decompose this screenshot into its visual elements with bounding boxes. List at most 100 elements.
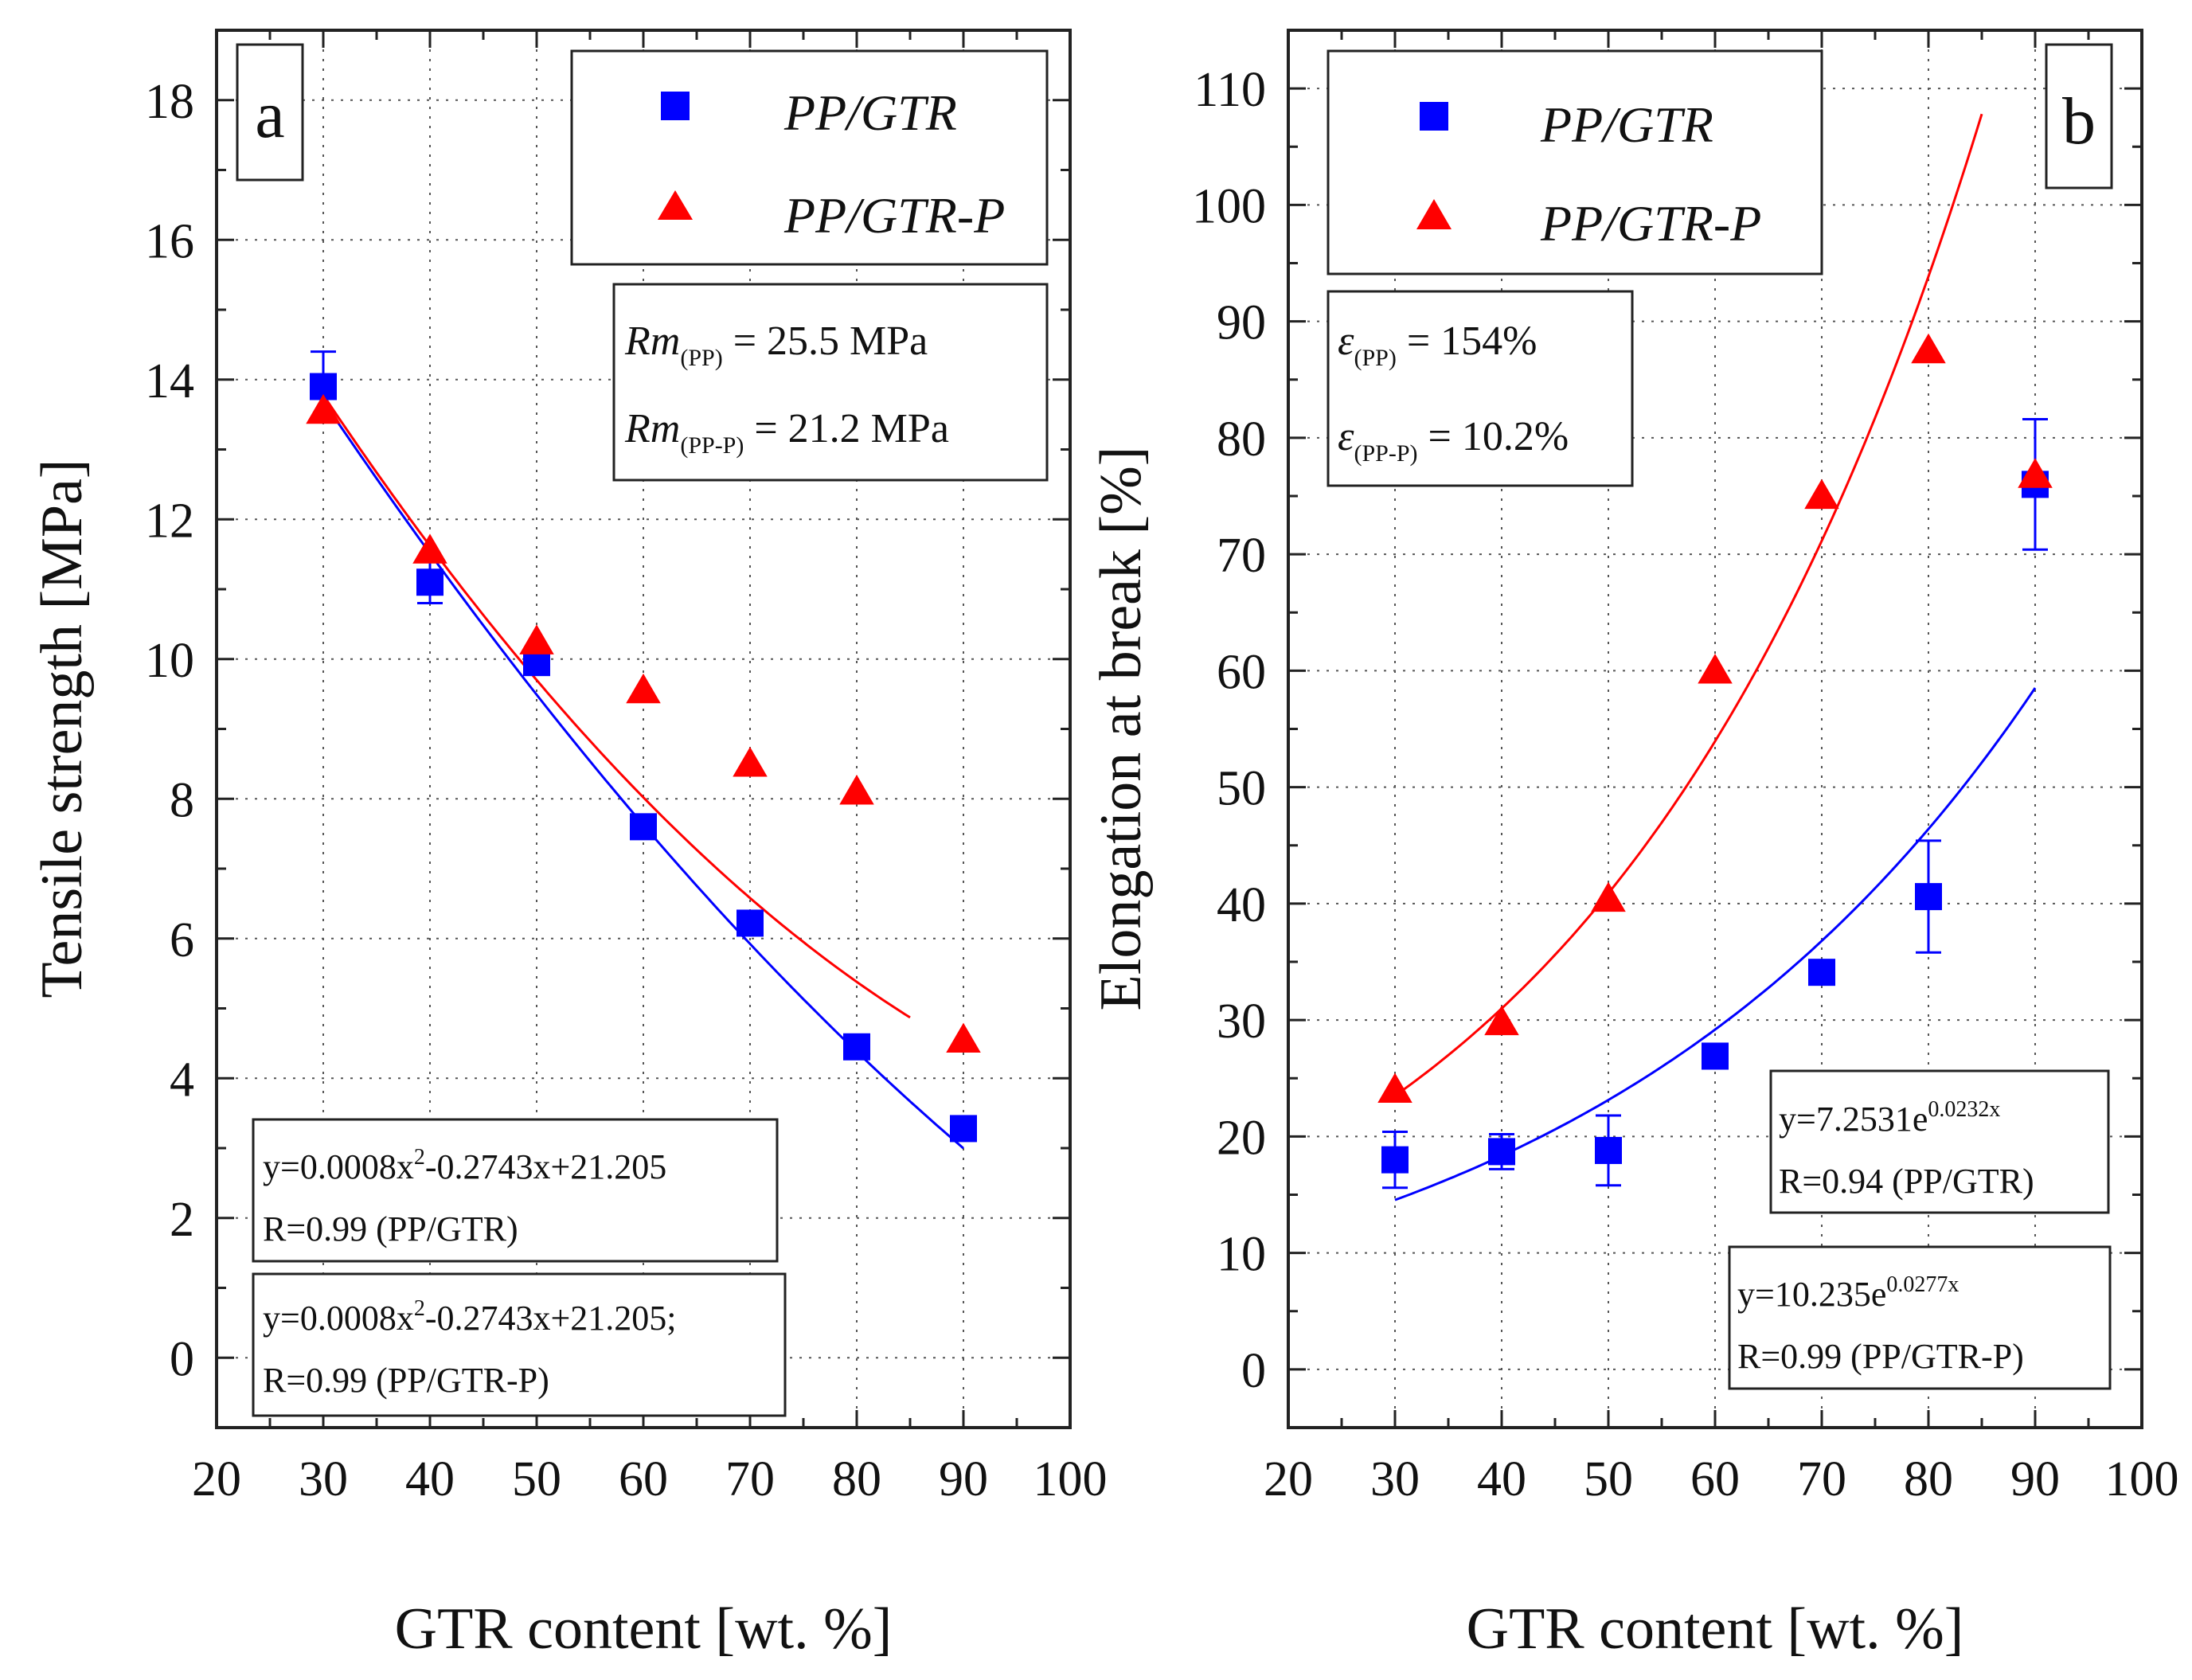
x-tick-label: 80 bbox=[832, 1452, 881, 1506]
y-tick-label: 100 bbox=[1192, 179, 1266, 233]
data-point-pp-gtr-p bbox=[412, 533, 447, 564]
panel-a-equation-frame-1 bbox=[252, 1118, 779, 1263]
panel-a-equation-frame-2 bbox=[252, 1272, 787, 1417]
data-point-pp-gtr bbox=[1808, 959, 1835, 987]
panel-b-data-marks bbox=[1377, 333, 2053, 1190]
legend-a-label-pp-gtr: PP/GTR bbox=[783, 84, 957, 141]
data-point-pp-gtr bbox=[416, 568, 443, 596]
panel-b-equation-box-2: y=10.235e0.0277x R=0.99 (PP/GTR-P) bbox=[1728, 1245, 2112, 1390]
y-tick-label: 10 bbox=[145, 634, 194, 688]
x-tick-label: 90 bbox=[2010, 1452, 2060, 1506]
panel-b-equation-2: y=10.235e0.0277x bbox=[1737, 1272, 1959, 1314]
panel-b-equation-frame-1 bbox=[1769, 1069, 2110, 1214]
x-tick-label: 100 bbox=[1033, 1452, 1108, 1506]
data-point-pp-gtr bbox=[1488, 1138, 1515, 1166]
panel-b-reference-frame bbox=[1327, 290, 1634, 487]
legend-a-label-pp-gtr-p: PP/GTR-P bbox=[783, 187, 1005, 244]
y-tick-label: 90 bbox=[1217, 296, 1266, 350]
y-tick-label: 14 bbox=[145, 354, 194, 408]
data-point-pp-gtr bbox=[1702, 1042, 1729, 1070]
panel-b-reference-box: ε(PP) = 154% ε(PP-P) = 10.2% bbox=[1327, 290, 1634, 487]
data-point-pp-gtr-p bbox=[1484, 1005, 1519, 1036]
x-tick-label: 100 bbox=[2105, 1452, 2179, 1506]
x-tick-label: 70 bbox=[1797, 1452, 1846, 1506]
y-tick-label: 6 bbox=[170, 913, 194, 967]
y-tick-label: 0 bbox=[170, 1332, 194, 1386]
legend-b-label-pp-gtr: PP/GTR bbox=[1540, 96, 1713, 153]
legend-b-triangle-marker bbox=[1416, 199, 1452, 229]
panel-a-equation-box-1: y=0.0008x2-0.2743x+21.205 R=0.99 (PP/GTR… bbox=[252, 1118, 779, 1263]
panel-b-x-axis-label: GTR content [wt. %] bbox=[1467, 1596, 1964, 1662]
panel-b-equation-1-r: R=0.94 (PP/GTR) bbox=[1779, 1162, 2034, 1201]
x-tick-label: 40 bbox=[405, 1452, 455, 1506]
panel-b-ticks: 20 30 40 50 60 70 80 90 100 0 10 20 30 40 50 60 70 80 90 10… bbox=[1192, 29, 2179, 1506]
panel-b-legend-box bbox=[1327, 49, 1823, 275]
panel-a-reference-box: Rm(PP) = 25.5 MPa Rm(PP-P) = 21.2 MPa bbox=[612, 283, 1049, 482]
panel-a: 20 30 40 50 60 70 80 90 100 0 2 4 6 8 10 12 14 16 18 Tensi… bbox=[29, 29, 1108, 1662]
panel-a-x-axis-label: GTR content [wt. %] bbox=[395, 1596, 893, 1662]
fit-curve-pp-gtr-p bbox=[322, 394, 911, 1019]
data-point-pp-gtr bbox=[1381, 1146, 1409, 1174]
panel-b-equation-2-r: R=0.99 (PP/GTR-P) bbox=[1737, 1337, 2024, 1376]
data-point-pp-gtr bbox=[737, 909, 764, 937]
x-tick-label: 20 bbox=[1264, 1452, 1313, 1506]
panel-a-letter: a bbox=[255, 78, 284, 152]
panel-a-letter-box bbox=[236, 43, 304, 182]
panel-b-reference-line-1: ε(PP) = 154% bbox=[1338, 318, 1538, 371]
panel-b-legend: PP/GTR PP/GTR-P bbox=[1327, 49, 1823, 275]
y-tick-label: 0 bbox=[1241, 1344, 1266, 1398]
panel-b-reference-line-2: ε(PP-P) = 10.2% bbox=[1338, 414, 1569, 467]
data-point-pp-gtr-p bbox=[1591, 881, 1626, 912]
panel-b-grid bbox=[1288, 30, 2142, 1428]
y-tick-label: 8 bbox=[170, 773, 194, 827]
data-point-pp-gtr bbox=[950, 1115, 977, 1143]
panel-b-letter: b bbox=[2062, 84, 2096, 158]
x-tick-label: 80 bbox=[1904, 1452, 1953, 1506]
legend-b-label-pp-gtr-p: PP/GTR-P bbox=[1540, 195, 1761, 252]
x-tick-label: 50 bbox=[1584, 1452, 1633, 1506]
data-point-pp-gtr-p bbox=[839, 775, 874, 805]
x-tick-label: 90 bbox=[939, 1452, 988, 1506]
legend-b-square-marker bbox=[1420, 102, 1448, 131]
data-point-pp-gtr-p bbox=[1377, 1072, 1412, 1103]
x-tick-label: 30 bbox=[1370, 1452, 1420, 1506]
data-point-pp-gtr bbox=[630, 813, 657, 841]
panel-b-equation-box-1: y=7.2531e0.0232x R=0.94 (PP/GTR) bbox=[1769, 1069, 2110, 1214]
legend-a-triangle-marker bbox=[658, 190, 693, 220]
panel-a-data-marks bbox=[306, 350, 981, 1143]
panel-a-ticks: 20 30 40 50 60 70 80 90 100 0 2 4 6 8 10 12 14 16 18 bbox=[145, 29, 1108, 1506]
panel-a-reference-line-2: Rm(PP-P) = 21.2 MPa bbox=[624, 406, 949, 459]
y-tick-label: 110 bbox=[1194, 63, 1266, 117]
y-tick-label: 20 bbox=[1217, 1111, 1266, 1165]
y-tick-label: 80 bbox=[1217, 412, 1266, 467]
data-point-pp-gtr-p bbox=[1911, 333, 1946, 364]
y-tick-label: 60 bbox=[1217, 645, 1266, 699]
y-tick-label: 2 bbox=[170, 1193, 194, 1247]
data-point-pp-gtr-p bbox=[306, 393, 341, 424]
x-tick-label: 60 bbox=[619, 1452, 668, 1506]
y-tick-label: 40 bbox=[1217, 878, 1266, 932]
panel-a-equation-2: y=0.0008x2-0.2743x+21.205; bbox=[263, 1296, 677, 1338]
y-tick-label: 4 bbox=[170, 1053, 194, 1107]
panel-a-legend-box bbox=[570, 49, 1049, 266]
x-tick-label: 70 bbox=[725, 1452, 775, 1506]
panel-a-legend: PP/GTR PP/GTR-P bbox=[570, 49, 1049, 266]
panel-a-equation-2-r: R=0.99 (PP/GTR-P) bbox=[263, 1361, 549, 1400]
data-point-pp-gtr-p bbox=[733, 746, 768, 777]
panel-a-equation-1: y=0.0008x2-0.2743x+21.205 bbox=[263, 1145, 666, 1186]
y-tick-label: 70 bbox=[1217, 529, 1266, 583]
data-point-pp-gtr-p bbox=[946, 1022, 981, 1053]
panel-a-grid bbox=[217, 30, 1070, 1428]
legend-a-square-marker bbox=[661, 92, 690, 120]
x-tick-label: 50 bbox=[512, 1452, 561, 1506]
x-tick-label: 60 bbox=[1690, 1452, 1740, 1506]
data-point-pp-gtr-p bbox=[1804, 479, 1839, 510]
data-point-pp-gtr-p bbox=[1698, 653, 1733, 684]
fit-curve-pp-gtr-p bbox=[1394, 113, 1983, 1097]
x-tick-label: 40 bbox=[1477, 1452, 1526, 1506]
panel-a-y-axis-label: Tensile strength [MPa] bbox=[29, 459, 95, 998]
y-tick-label: 50 bbox=[1217, 762, 1266, 816]
data-point-pp-gtr-p bbox=[519, 624, 554, 654]
data-point-pp-gtr-p bbox=[626, 673, 661, 704]
